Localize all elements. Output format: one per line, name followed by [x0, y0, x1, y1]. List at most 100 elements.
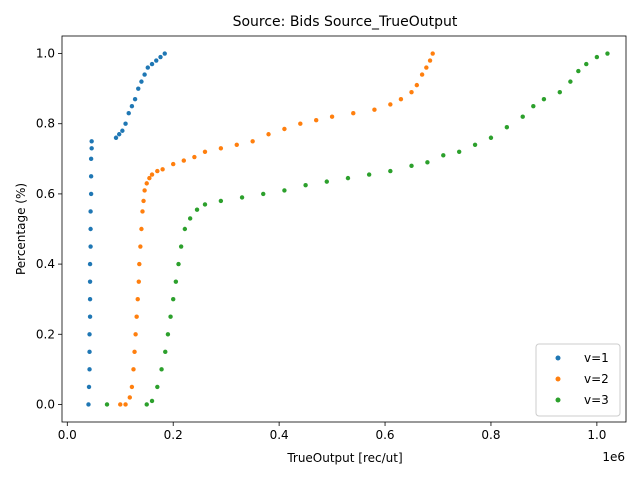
- data-point: [118, 402, 123, 407]
- data-point: [86, 402, 91, 407]
- data-point: [366, 172, 372, 177]
- data-point: [351, 111, 356, 116]
- data-point: [557, 89, 562, 95]
- data-point: [345, 175, 351, 181]
- data-point: [88, 244, 93, 249]
- data-point: [324, 179, 329, 184]
- data-point: [87, 296, 93, 302]
- data-point: [89, 139, 94, 144]
- data-point: [594, 54, 600, 60]
- data-point: [504, 125, 510, 130]
- data-point: [88, 209, 93, 214]
- series-1: [86, 51, 167, 407]
- data-point: [250, 139, 255, 144]
- data-point: [329, 114, 335, 119]
- data-point: [168, 314, 173, 319]
- data-point: [149, 61, 155, 67]
- data-point: [441, 153, 446, 158]
- data-point: [137, 261, 142, 267]
- data-point: [178, 244, 184, 249]
- data-point: [173, 279, 179, 284]
- data-point: [266, 132, 271, 137]
- data-point: [88, 191, 94, 197]
- data-point: [314, 118, 319, 123]
- data-point: [149, 398, 155, 404]
- data-point: [531, 103, 536, 109]
- x-tick-label: 0.8: [481, 428, 500, 442]
- data-point: [87, 367, 92, 372]
- legend-marker: [555, 376, 561, 382]
- data-point: [142, 72, 147, 77]
- plot-area: [61, 35, 627, 423]
- data-point: [129, 384, 135, 390]
- legend-label: v=2: [584, 372, 609, 386]
- data-point: [129, 103, 135, 109]
- data-point: [282, 188, 287, 193]
- x-axis-ticks: 0.0 0.2 0.4 0.6 0.8 1.0: [58, 422, 606, 442]
- data-point: [127, 395, 132, 400]
- data-point: [472, 142, 478, 147]
- y-tick-label: 1.0: [36, 47, 55, 61]
- data-point: [141, 198, 146, 204]
- legend-marker: [555, 355, 561, 361]
- data-point: [154, 58, 159, 63]
- data-point: [123, 402, 128, 407]
- data-point: [584, 61, 589, 67]
- x-axis-label: TrueOutput [rec/ut]: [286, 451, 402, 465]
- data-point: [182, 226, 188, 232]
- data-point: [158, 54, 163, 60]
- x-tick-label: 0.6: [375, 428, 394, 442]
- data-point: [409, 163, 414, 169]
- legend-label: v=1: [584, 351, 609, 365]
- data-point: [388, 102, 393, 107]
- data-point: [142, 188, 147, 193]
- data-point: [176, 261, 181, 267]
- data-point: [138, 244, 143, 249]
- x-axis-offset-label: 1e6: [602, 450, 625, 464]
- data-point: [234, 142, 239, 147]
- data-point: [239, 195, 245, 200]
- data-point: [488, 135, 494, 140]
- y-axis-ticks: 0.0 0.2 0.4 0.6 0.8 1.0: [36, 47, 62, 411]
- data-point: [88, 226, 93, 232]
- data-point: [88, 174, 94, 179]
- chart-title: Source: Bids Source_TrueOutput: [233, 14, 458, 30]
- data-point: [135, 296, 140, 302]
- data-point: [303, 182, 308, 188]
- data-point: [113, 135, 119, 140]
- x-tick-label: 1.0: [587, 428, 606, 442]
- y-tick-label: 0.2: [36, 327, 55, 341]
- data-point: [398, 96, 404, 102]
- data-point: [149, 172, 155, 177]
- data-point: [541, 96, 547, 102]
- data-point: [298, 121, 303, 126]
- data-point: [388, 168, 393, 174]
- y-axis-label: Percentage (%): [14, 183, 28, 275]
- data-point: [131, 367, 136, 372]
- data-point: [155, 168, 160, 174]
- y-tick-label: 0.0: [36, 397, 55, 411]
- data-point: [87, 279, 93, 284]
- data-point: [136, 86, 141, 91]
- data-point: [147, 175, 152, 181]
- data-point: [87, 349, 92, 355]
- data-point: [160, 167, 165, 172]
- data-point: [165, 332, 171, 337]
- data-point: [136, 279, 141, 284]
- data-point: [87, 332, 92, 337]
- data-point: [162, 51, 167, 56]
- y-tick-label: 0.4: [36, 257, 55, 271]
- data-point: [144, 402, 149, 407]
- data-point: [409, 89, 414, 95]
- data-point: [171, 161, 176, 167]
- data-point: [159, 367, 164, 372]
- legend: v=1 v=2 v=3: [535, 343, 621, 417]
- data-point: [372, 107, 377, 112]
- data-point: [261, 191, 266, 197]
- data-point: [427, 58, 433, 63]
- data-point: [139, 226, 144, 232]
- data-point: [568, 79, 573, 84]
- data-point: [171, 296, 176, 302]
